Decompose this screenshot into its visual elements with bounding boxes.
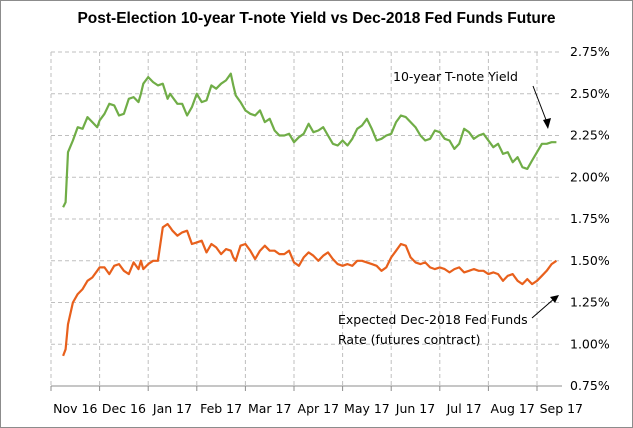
annotation-tnote-label: 10-year T-note Yield: [393, 69, 518, 84]
series-lines: [62, 72, 558, 357]
annotation-fedfunds-label-line2: Rate (futures contract): [338, 332, 481, 347]
y-tick-label: 0.75%: [570, 378, 610, 393]
y-tick-label: 2.75%: [570, 44, 610, 59]
chart-title: Post-Election 10-year T-note Yield vs De…: [77, 10, 556, 27]
y-tick-label: 2.00%: [570, 169, 610, 184]
y-tick-label: 2.25%: [570, 128, 610, 143]
arrowhead-icon: [550, 295, 559, 303]
x-axis-labels: Nov 16 Dec 16 Jan 17 Feb 17 Mar 17 Apr 17 May …: [53, 401, 583, 416]
y-tick-label: 1.50%: [570, 253, 610, 268]
series-line-fed-funds: [62, 222, 558, 357]
y-tick-label: 1.75%: [570, 211, 610, 226]
x-tick-label: Mar 17: [248, 401, 291, 416]
x-tick-label: Jul 17: [446, 401, 482, 416]
x-tick-label: Jun 17: [395, 401, 435, 416]
annotation-tnote-arrow: [532, 85, 549, 126]
x-tick-label: Aug 17: [491, 401, 535, 416]
x-tick-label: Jan 17: [152, 401, 192, 416]
y-tick-label: 1.00%: [570, 336, 610, 351]
annotation-fedfunds-label-line1: Expected Dec-2018 Fed Funds: [338, 312, 528, 327]
x-tick-label: Dec 16: [102, 401, 146, 416]
axes: [50, 385, 562, 391]
x-tick-label: Apr 17: [298, 401, 340, 416]
x-tick-label: Nov 16: [53, 401, 97, 416]
gridlines: [50, 51, 562, 386]
y-tick-label: 2.50%: [570, 86, 610, 101]
annotation-fedfunds-arrow: [531, 297, 556, 319]
series-line-tnote-yield: [62, 72, 557, 208]
x-tick-label: Sep 17: [540, 401, 583, 416]
x-tick-label: Feb 17: [200, 401, 242, 416]
arrowhead-icon: [543, 118, 551, 129]
y-axis-labels: 0.75% 1.00% 1.25% 1.50% 1.75% 2.00% 2.25% 2.50%…: [570, 44, 610, 393]
annotations: 10-year T-note Yield Expected Dec-2018 F…: [338, 69, 559, 347]
y-tick-label: 1.25%: [570, 295, 610, 310]
x-tick-label: May 17: [344, 401, 390, 416]
